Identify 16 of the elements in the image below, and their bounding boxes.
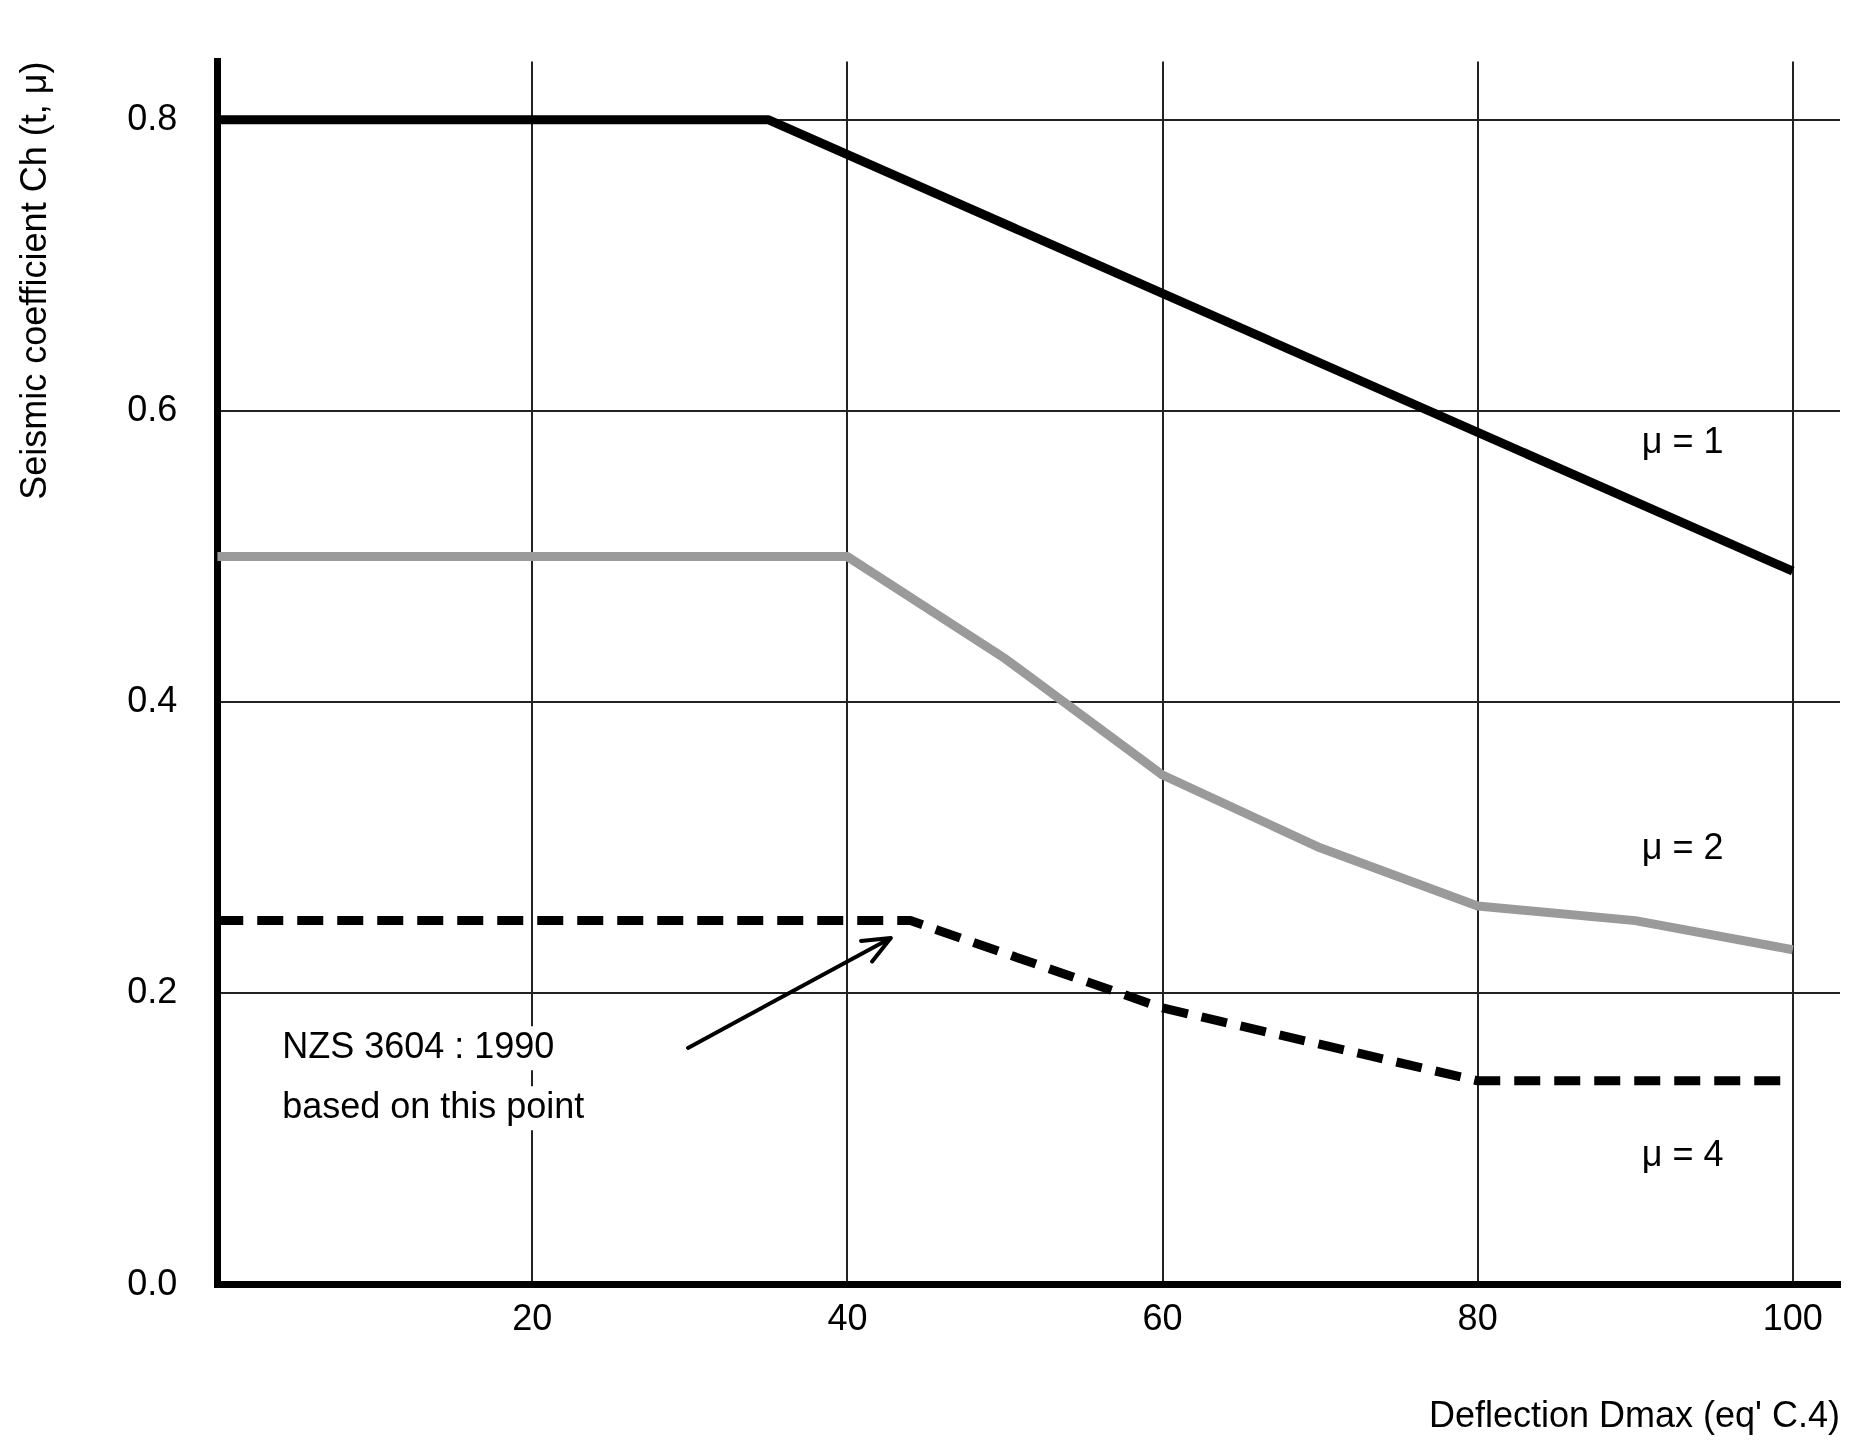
series-label: μ = 4 <box>1641 1132 1724 1174</box>
y-tick-label: 0.0 <box>127 1261 178 1303</box>
y-tick-label: 0.2 <box>127 970 178 1012</box>
annotation: NZS 3604 : 1990 based on this point <box>282 1025 585 1127</box>
y-tick-label: 0.4 <box>127 679 178 721</box>
y-tick-label: 0.6 <box>127 387 178 429</box>
series-label: μ = 1 <box>1641 419 1724 461</box>
x-axis-title: Deflection Dmax (eq' C.4) <box>1428 1394 1840 1436</box>
x-tick-label: 100 <box>1762 1297 1823 1339</box>
x-tick-label: 80 <box>1457 1297 1498 1339</box>
x-tick-label: 60 <box>1142 1297 1183 1339</box>
y-axis-title: Seismic coefficient Ch (t, μ) <box>12 61 54 500</box>
x-tick-label: 40 <box>827 1297 868 1339</box>
y-tick-label: 0.8 <box>127 96 178 138</box>
x-tick-label: 20 <box>512 1297 553 1339</box>
series-label: μ = 2 <box>1641 826 1724 868</box>
